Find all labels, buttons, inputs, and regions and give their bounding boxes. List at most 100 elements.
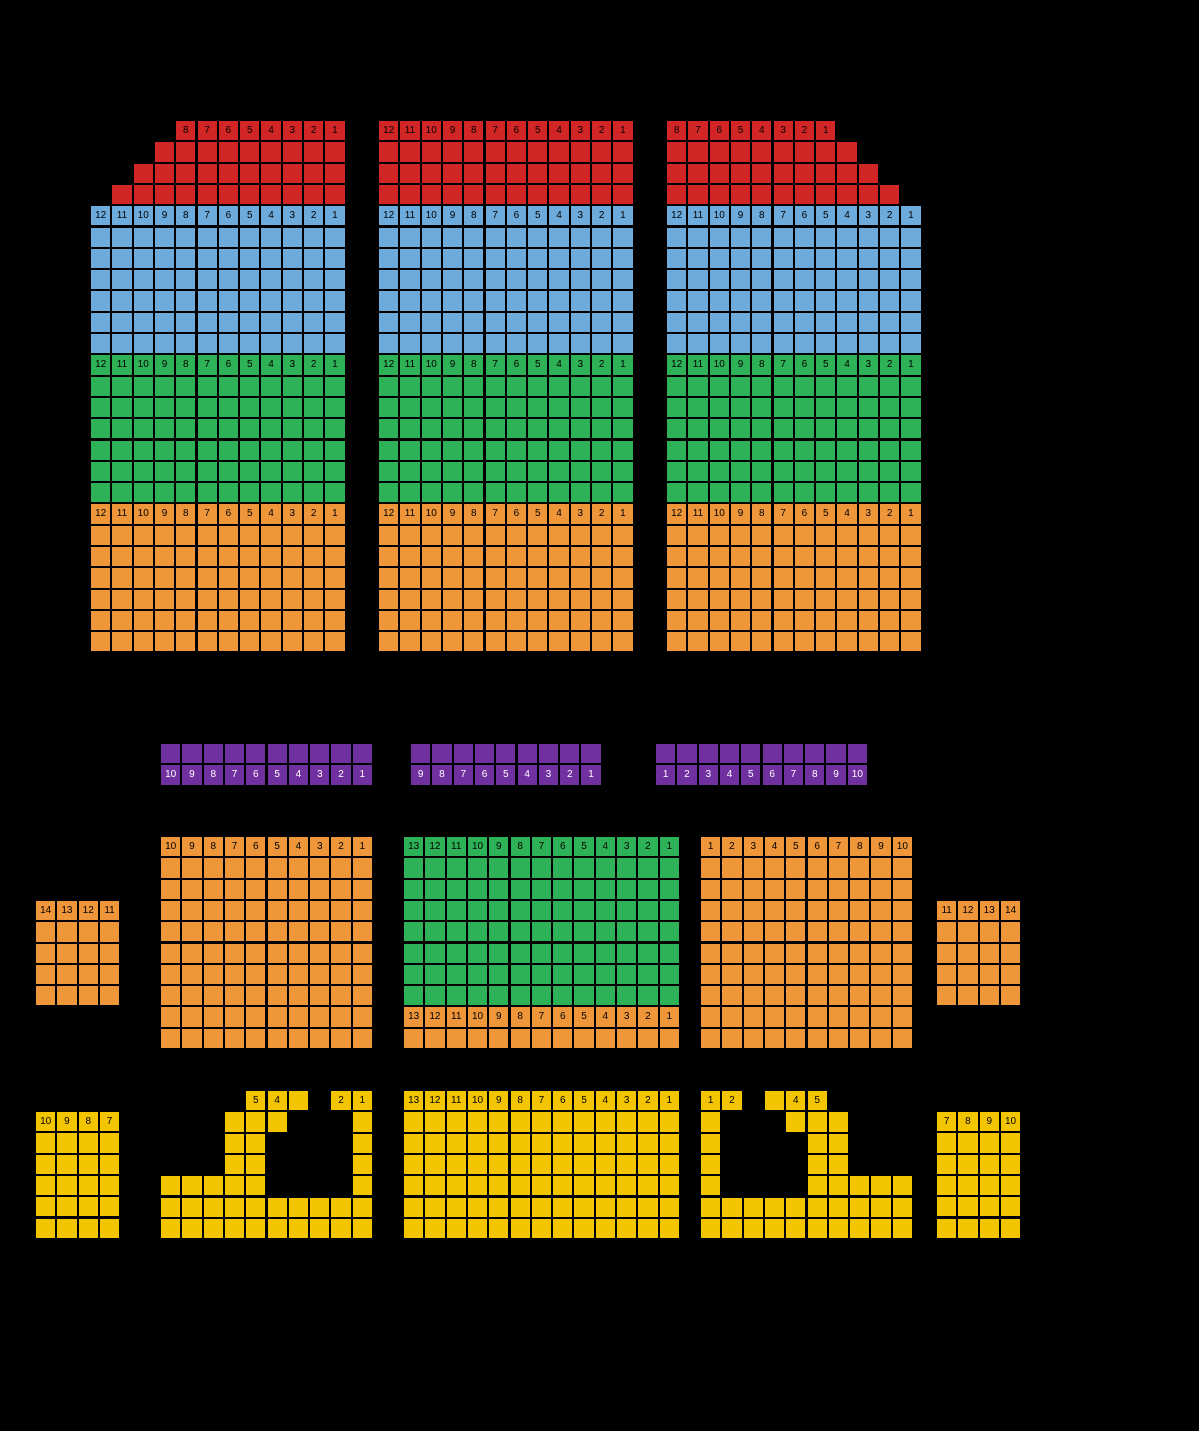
- seat[interactable]: [133, 440, 154, 461]
- seat[interactable]: 12: [378, 354, 399, 375]
- seat[interactable]: [773, 418, 794, 439]
- seat[interactable]: [637, 943, 658, 964]
- seat[interactable]: 9: [730, 354, 751, 375]
- seat[interactable]: [90, 461, 111, 482]
- seat[interactable]: [352, 1197, 373, 1218]
- seat[interactable]: [245, 1218, 266, 1239]
- seat[interactable]: [700, 985, 721, 1006]
- seat[interactable]: [879, 312, 900, 333]
- seat[interactable]: [303, 631, 324, 652]
- seat[interactable]: 12: [378, 503, 399, 524]
- seat[interactable]: [421, 184, 442, 205]
- seat[interactable]: [591, 546, 612, 567]
- seat[interactable]: [442, 418, 463, 439]
- seat[interactable]: [858, 163, 879, 184]
- seat[interactable]: [879, 376, 900, 397]
- seat[interactable]: [224, 921, 245, 942]
- seat[interactable]: [78, 943, 99, 964]
- seat[interactable]: [218, 290, 239, 311]
- seat[interactable]: [56, 1196, 77, 1217]
- seat[interactable]: [751, 440, 772, 461]
- seat[interactable]: [666, 461, 687, 482]
- seat[interactable]: [573, 1218, 594, 1239]
- seat[interactable]: [224, 985, 245, 1006]
- seat[interactable]: [570, 376, 591, 397]
- seat[interactable]: [709, 376, 730, 397]
- seat[interactable]: [773, 610, 794, 631]
- seat[interactable]: [467, 1111, 488, 1132]
- seat[interactable]: [282, 141, 303, 162]
- seat[interactable]: [175, 631, 196, 652]
- seat[interactable]: [815, 461, 836, 482]
- seat[interactable]: [879, 184, 900, 205]
- seat[interactable]: [870, 1218, 891, 1239]
- seat[interactable]: 6: [245, 764, 266, 785]
- seat[interactable]: [378, 141, 399, 162]
- seat[interactable]: [506, 546, 527, 567]
- seat[interactable]: [900, 610, 921, 631]
- seat[interactable]: 4: [548, 120, 569, 141]
- seat[interactable]: [849, 857, 870, 878]
- seat[interactable]: [399, 610, 420, 631]
- seat[interactable]: [90, 227, 111, 248]
- seat[interactable]: [154, 461, 175, 482]
- seat[interactable]: [133, 610, 154, 631]
- seat[interactable]: [687, 418, 708, 439]
- seat[interactable]: [527, 376, 548, 397]
- seat[interactable]: [378, 631, 399, 652]
- seat[interactable]: [900, 546, 921, 567]
- seat[interactable]: [527, 631, 548, 652]
- seat[interactable]: [573, 1133, 594, 1154]
- seat[interactable]: [282, 440, 303, 461]
- seat[interactable]: 1: [900, 354, 921, 375]
- seat[interactable]: [751, 269, 772, 290]
- seat[interactable]: [807, 1154, 828, 1175]
- seat[interactable]: [595, 1218, 616, 1239]
- seat[interactable]: [751, 610, 772, 631]
- seat[interactable]: [175, 333, 196, 354]
- seat[interactable]: 5: [573, 1090, 594, 1111]
- seat[interactable]: [552, 1028, 573, 1049]
- seat[interactable]: 3: [743, 836, 764, 857]
- seat[interactable]: [570, 141, 591, 162]
- seat[interactable]: 8: [175, 120, 196, 141]
- seat[interactable]: [815, 525, 836, 546]
- seat[interactable]: [399, 461, 420, 482]
- seat[interactable]: [936, 964, 957, 985]
- seat[interactable]: [979, 1132, 1000, 1153]
- seat[interactable]: 7: [197, 120, 218, 141]
- seat[interactable]: [637, 964, 658, 985]
- seat[interactable]: [224, 1111, 245, 1132]
- seat[interactable]: [442, 567, 463, 588]
- seat[interactable]: [424, 900, 445, 921]
- seat[interactable]: [218, 227, 239, 248]
- seat[interactable]: [378, 567, 399, 588]
- seat[interactable]: [794, 567, 815, 588]
- seat[interactable]: 6: [794, 205, 815, 226]
- seat[interactable]: [612, 184, 633, 205]
- seat[interactable]: [836, 397, 857, 418]
- seat[interactable]: [446, 1154, 467, 1175]
- seat[interactable]: [773, 567, 794, 588]
- seat[interactable]: [467, 900, 488, 921]
- seat[interactable]: [892, 921, 913, 942]
- seat[interactable]: [282, 418, 303, 439]
- seat[interactable]: [709, 461, 730, 482]
- seat[interactable]: [111, 227, 132, 248]
- seat[interactable]: [687, 312, 708, 333]
- seat[interactable]: 2: [591, 205, 612, 226]
- seat[interactable]: [245, 1028, 266, 1049]
- seat[interactable]: [612, 482, 633, 503]
- seat[interactable]: [979, 985, 1000, 1006]
- seat[interactable]: [309, 900, 330, 921]
- seat[interactable]: [224, 900, 245, 921]
- seat[interactable]: [111, 461, 132, 482]
- seat[interactable]: [260, 525, 281, 546]
- seat[interactable]: [858, 525, 879, 546]
- seat[interactable]: [531, 879, 552, 900]
- seat[interactable]: 1: [700, 1090, 721, 1111]
- seat[interactable]: [160, 1175, 181, 1196]
- seat[interactable]: 3: [309, 836, 330, 857]
- seat[interactable]: [900, 333, 921, 354]
- seat[interactable]: [751, 482, 772, 503]
